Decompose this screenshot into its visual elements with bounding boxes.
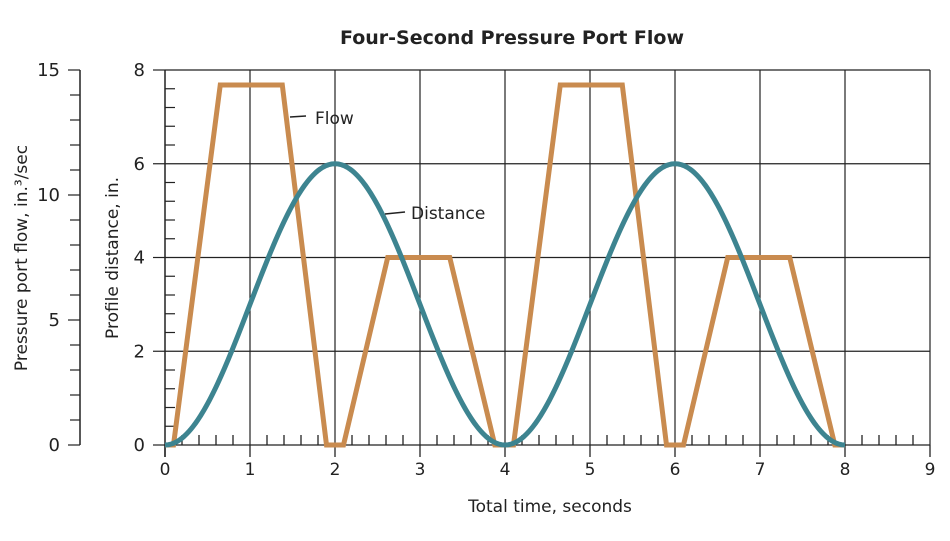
x-tick-label: 2	[330, 460, 341, 480]
x-tick-label: 5	[585, 460, 596, 480]
axes: 0 1 2 3 4 5 6 7 8 9 0 2 4 6 8 0 5 10 15	[37, 60, 935, 480]
series-label-flow: Flow	[315, 109, 354, 129]
series-label-distance: Distance	[411, 204, 485, 224]
x-axis-label: Total time, seconds	[467, 497, 632, 517]
y-tick-label-distance: 4	[134, 248, 145, 269]
x-tick-label: 7	[755, 460, 766, 480]
y-tick-label-flow: 15	[37, 60, 60, 81]
x-tick-label: 1	[245, 460, 256, 480]
y-tick-label-flow: 10	[37, 185, 60, 206]
distance-leader	[384, 211, 406, 215]
y-tick-label-flow: 5	[49, 310, 60, 331]
flow-leader	[289, 115, 307, 118]
x-tick-label: 0	[160, 460, 171, 480]
x-tick-label: 6	[670, 460, 681, 480]
series-labels: Flow Distance	[289, 109, 485, 224]
y-tick-label-distance: 0	[134, 435, 145, 456]
y-tick-label-distance: 2	[134, 341, 145, 362]
y-axis-label-distance: Profile distance, in.	[103, 177, 123, 339]
x-tick-label: 8	[840, 460, 851, 480]
x-tick-label: 3	[415, 460, 426, 480]
chart-title: Four-Second Pressure Port Flow	[340, 27, 684, 49]
y-tick-label-flow: 0	[49, 435, 60, 456]
y-tick-label-distance: 8	[134, 60, 145, 81]
series	[164, 82, 846, 448]
y-axis-label-flow: Pressure port flow, in.³/sec	[12, 145, 32, 371]
grid	[165, 69, 931, 446]
series-distance-line	[164, 161, 846, 448]
x-tick-label: 9	[925, 460, 936, 480]
x-tick-label: 4	[500, 460, 511, 480]
y-tick-label-distance: 6	[134, 154, 145, 175]
